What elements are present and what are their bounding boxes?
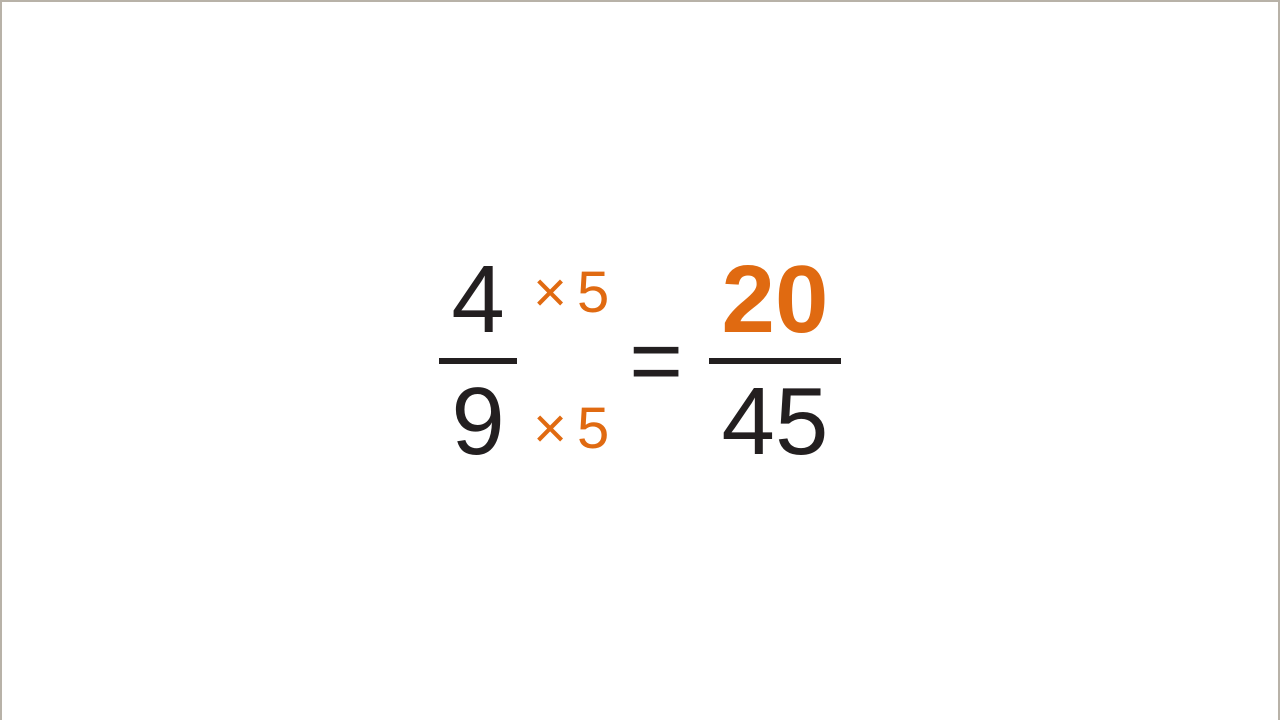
left-numerator: 4 [451,252,504,348]
equivalent-fraction-equation: 4 9 × 5 × 5 = 20 45 [439,252,841,470]
left-fraction: 4 9 [439,252,517,470]
equation-canvas: 4 9 × 5 × 5 = 20 45 [2,2,1278,720]
numerator-multiplier-value: 5 [577,264,609,322]
multiply-icon: × [533,400,567,458]
numerator-multiplier: × 5 [533,264,609,322]
right-fraction: 20 45 [709,252,841,470]
right-numerator: 20 [722,252,829,348]
left-fraction-bar [439,358,517,364]
equals-sign: = [629,315,683,407]
multiplier-annotations: × 5 × 5 [533,256,609,466]
left-denominator: 9 [451,374,504,470]
right-denominator: 45 [722,374,829,470]
right-fraction-bar [709,358,841,364]
multiply-icon: × [533,264,567,322]
denominator-multiplier: × 5 [533,400,609,458]
denominator-multiplier-value: 5 [577,400,609,458]
